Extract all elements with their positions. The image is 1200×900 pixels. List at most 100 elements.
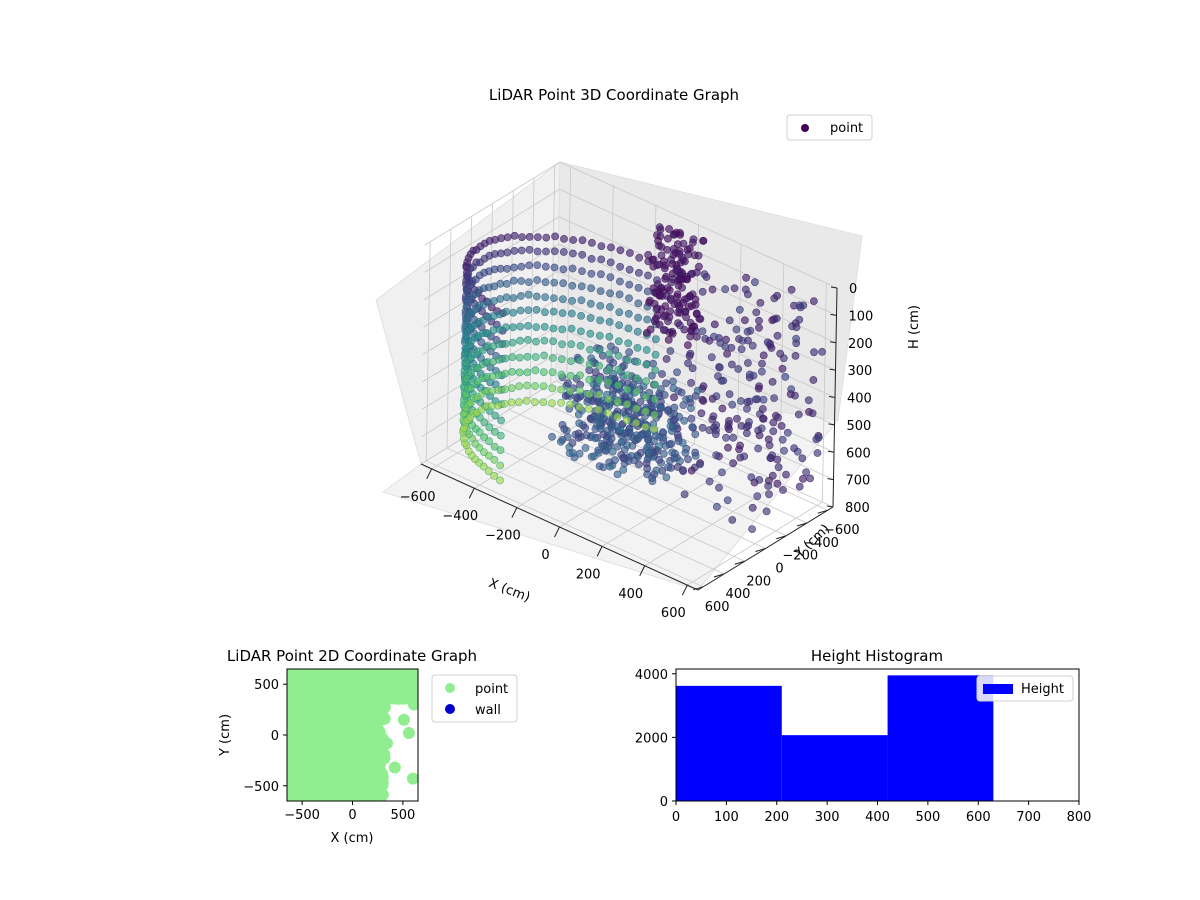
point-3d-1053: [711, 430, 720, 439]
point-3d-1227: [766, 454, 775, 462]
point-3d-571: [525, 245, 534, 254]
point-3d-417: [728, 516, 737, 524]
point-3d-1119: [667, 255, 675, 264]
point-3d-309: [619, 465, 628, 474]
point-3d-801: [655, 442, 663, 451]
legend-3d-label-point: point: [830, 121, 863, 136]
point-3d-740: [557, 355, 566, 363]
point-3d-881: [595, 375, 603, 384]
grid-y-floor-5: [446, 447, 725, 575]
point-3d-733: [559, 248, 568, 256]
point-3d-826: [675, 412, 683, 421]
point-3d-575: [524, 306, 533, 314]
point-3d-786: [567, 357, 575, 365]
axes-3d: −600−400−2000200400600−600−400−200020040…: [400, 282, 874, 621]
point-3d-688: [715, 483, 723, 492]
point-3d-21: [490, 442, 499, 451]
point-3d-1189: [658, 287, 667, 296]
point-3d-1174: [689, 235, 698, 244]
point-3d-494: [507, 398, 516, 407]
point-3d-1165: [688, 322, 697, 331]
point-3d-577: [524, 335, 532, 344]
point-3d-1216: [818, 347, 826, 356]
point-3d-816: [577, 311, 585, 320]
point-3d-614: [533, 247, 542, 256]
point-3d-580: [523, 381, 531, 390]
point-3d-1088: [804, 396, 813, 405]
point-3d-947: [624, 324, 633, 333]
point-3d-539: [516, 322, 525, 331]
point-3d-777: [671, 449, 679, 458]
point-3d-857: [750, 478, 759, 487]
point-3d-487: [509, 294, 518, 302]
point-3d-536: [517, 277, 526, 285]
point-3d-805: [718, 404, 727, 413]
point-3d-839: [588, 238, 596, 247]
point-3d-843: [586, 299, 595, 308]
point-3d-409: [648, 474, 657, 482]
point-3d-945: [625, 294, 633, 303]
x-tick-label-3d-0: −600: [400, 490, 436, 505]
y-tick-label-3d-5: 400: [726, 587, 751, 602]
point-3d-489: [509, 323, 517, 332]
point-3d-1154: [721, 285, 730, 294]
point-3d-1034: [778, 364, 787, 373]
point-3d-920: [682, 444, 691, 453]
point-3d-646: [664, 463, 672, 472]
point-3d-705: [549, 307, 558, 316]
y-tick-label-3d-6: 600: [705, 600, 730, 615]
point-3d-800: [684, 359, 692, 368]
point-3d-458: [574, 429, 583, 438]
point-3d-851: [662, 379, 670, 388]
point-3d-465: [737, 345, 746, 354]
point-3d-780: [568, 264, 577, 273]
point-3d-20: [490, 427, 499, 436]
point-3d-619: [532, 323, 541, 331]
x-axis-label-2d: X (cm): [331, 831, 374, 846]
point-3d-735: [559, 279, 568, 288]
point-3d-701: [550, 247, 559, 256]
point-3d-774: [674, 437, 683, 445]
point-3d-1205: [751, 278, 759, 287]
point-3d-929: [614, 351, 623, 360]
point-3d-500: [723, 496, 732, 505]
point-3d-1140: [686, 292, 694, 300]
x-tick-label-hist-6: 600: [966, 810, 991, 825]
z-tick-mark-3d-1: [830, 313, 837, 316]
histogram-title: Height Histogram: [811, 647, 943, 665]
y-tick-label-hist-2: 4000: [635, 668, 668, 683]
point-3d-1230: [752, 308, 761, 317]
point-3d-573: [525, 278, 533, 286]
point-3d-454: [680, 490, 689, 499]
y-tick-mark-3d-5: [713, 573, 725, 578]
point-3d-1061: [648, 255, 657, 264]
point-3d-375: [495, 325, 504, 334]
point-3d-11: [496, 476, 504, 485]
point-3d-1201: [786, 390, 795, 399]
point-3d-374: [495, 310, 504, 319]
point-3d-1172: [674, 281, 683, 290]
point-3d-555: [687, 378, 695, 387]
point-3d-1113: [765, 441, 774, 450]
point-3d-563: [605, 438, 614, 447]
point-3d-306: [557, 437, 565, 446]
point-3d-543: [515, 382, 524, 391]
point-3d-989: [651, 366, 660, 375]
point-2d-2810: [407, 698, 418, 711]
point-3d-576: [524, 321, 532, 330]
point-3d-961: [634, 313, 642, 322]
point-3d-931: [614, 381, 622, 390]
point-3d-1142: [665, 286, 674, 295]
point-3d-835: [616, 425, 625, 434]
legend-3d-box: [786, 114, 873, 141]
point-3d-877: [596, 316, 604, 325]
point-3d-8: [496, 431, 505, 440]
point-3d-380: [494, 401, 502, 410]
point-3d-949: [624, 356, 632, 364]
point-3d-950: [623, 371, 632, 379]
point-3d-1208: [719, 376, 728, 385]
y-tick-mark-3d-0: [817, 509, 828, 514]
point-3d-890: [774, 413, 782, 422]
point-3d-1178: [773, 455, 782, 464]
point-3d-833: [756, 298, 765, 307]
